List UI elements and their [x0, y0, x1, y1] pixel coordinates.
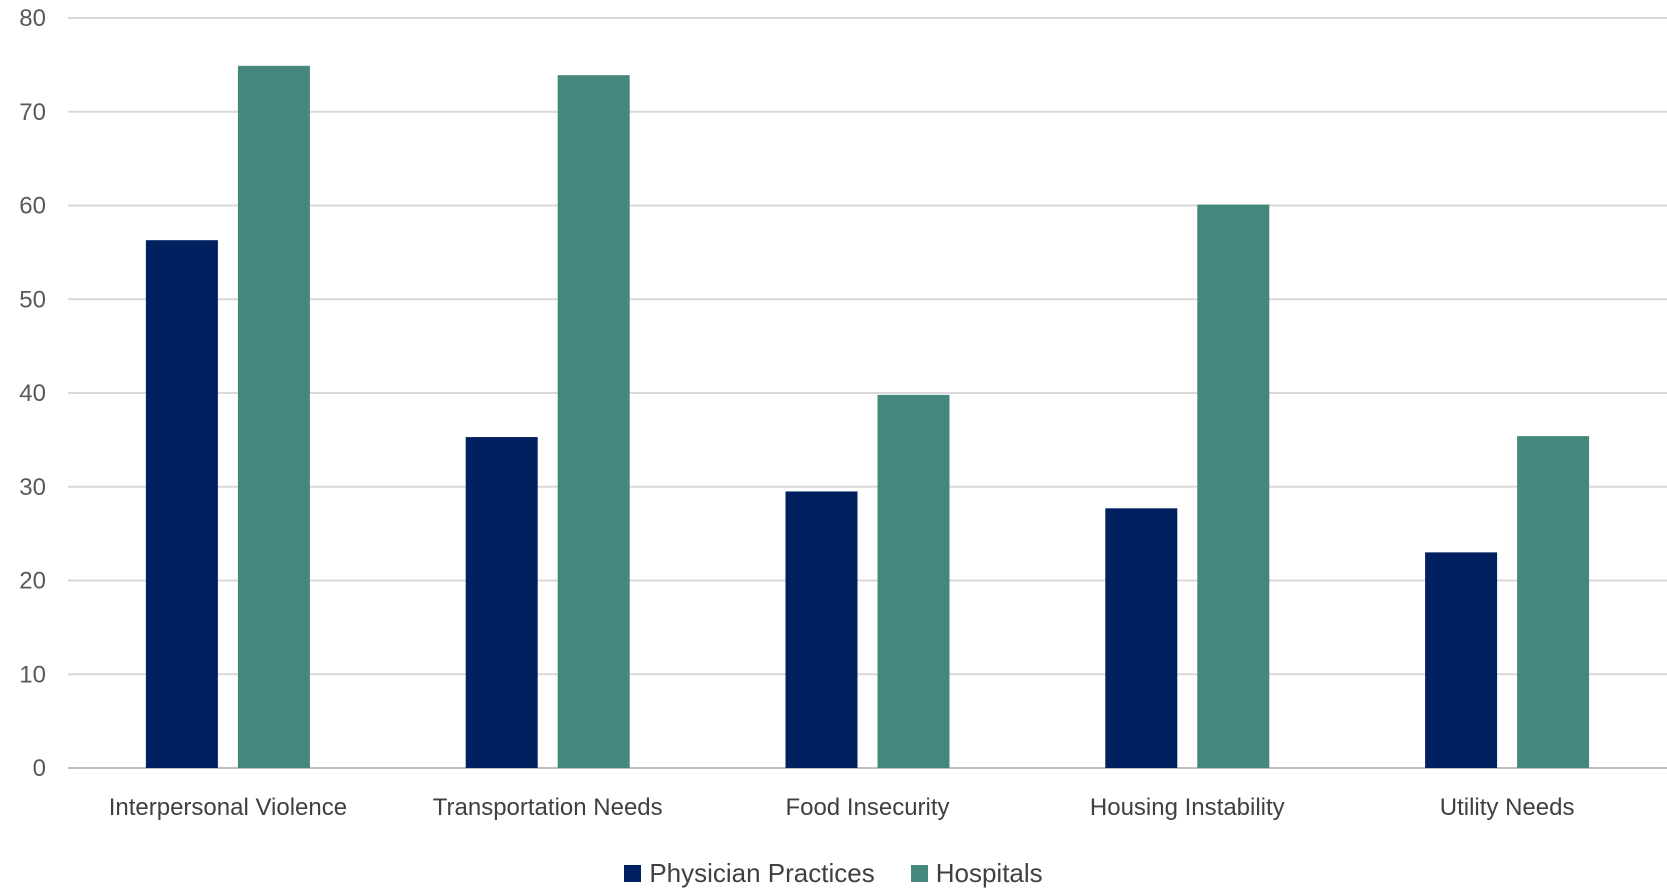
legend-label-physician-practices: Physician Practices	[649, 858, 875, 888]
legend-swatch-physician-practices	[624, 865, 642, 882]
legend-item-physician-practices: Physician Practices	[624, 858, 875, 889]
legend-item-hospitals: Hospitals	[910, 858, 1043, 889]
bar-physician-practices	[145, 240, 218, 768]
bar-physician-practices	[1105, 508, 1178, 768]
x-category-label: Utility Needs	[1440, 794, 1575, 821]
gridlines	[68, 17, 1667, 769]
bar-hospitals	[557, 75, 630, 768]
x-category-label: Interpersonal Violence	[109, 794, 347, 821]
x-category-label: Transportation Needs	[433, 794, 663, 821]
x-axis-categories: Interpersonal Violence Transportation Nee…	[109, 794, 1575, 821]
y-tick-label: 80	[19, 5, 46, 32]
legend-label-hospitals: Hospitals	[935, 858, 1043, 888]
y-tick-label: 60	[19, 193, 46, 220]
bar-hospitals	[1517, 436, 1590, 768]
x-category-label: Food Insecurity	[785, 794, 949, 821]
legend: Physician Practices Hospitals	[0, 858, 1667, 889]
y-tick-label: 50	[19, 286, 46, 313]
bar-physician-practices	[465, 437, 538, 768]
y-tick-label: 30	[19, 474, 46, 501]
x-category-label: Housing Instability	[1090, 794, 1285, 821]
y-tick-label: 10	[19, 661, 46, 688]
legend-swatch-hospitals	[910, 865, 928, 882]
bar-chart: 0 10 20 30 40 50 60 70 80 Interpersonal Violence…	[19, 5, 1667, 821]
y-tick-label: 70	[19, 99, 46, 126]
bar-physician-practices	[1425, 552, 1498, 768]
bar-hospitals	[237, 65, 310, 768]
y-tick-label: 40	[19, 380, 46, 407]
y-tick-label: 0	[33, 755, 46, 782]
bar-hospitals	[1197, 204, 1270, 768]
bar-physician-practices	[785, 491, 858, 768]
y-axis-ticks: 0 10 20 30 40 50 60 70 80	[19, 5, 46, 782]
bars	[145, 65, 1590, 768]
y-tick-label: 20	[19, 568, 46, 595]
bar-hospitals	[877, 394, 950, 768]
